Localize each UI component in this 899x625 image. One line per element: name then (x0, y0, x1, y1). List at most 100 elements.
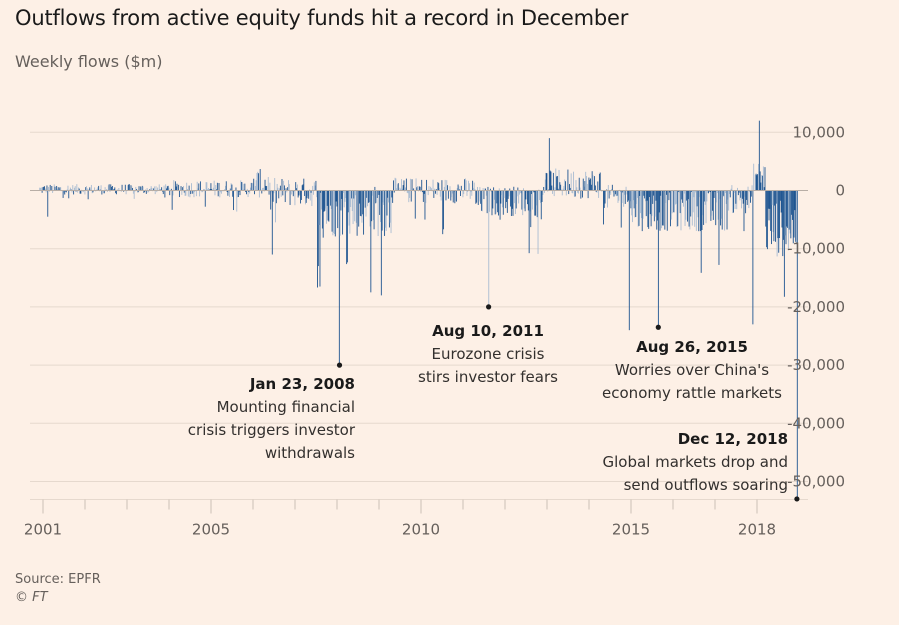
bar (609, 190, 611, 193)
bar (585, 171, 587, 191)
bar (101, 190, 103, 195)
bar (53, 184, 55, 191)
bar (423, 190, 425, 194)
bar (90, 184, 92, 191)
bar (796, 190, 797, 245)
bar (111, 185, 113, 191)
bar (624, 190, 626, 204)
bar (197, 188, 199, 191)
bar (385, 190, 387, 231)
bar (499, 190, 501, 220)
bar (521, 190, 523, 210)
bar (674, 190, 675, 213)
bar (285, 188, 287, 191)
bar (554, 187, 556, 191)
bar (321, 190, 323, 229)
bar (527, 190, 528, 205)
bar (377, 190, 379, 237)
bar (555, 168, 557, 191)
bar (218, 183, 220, 191)
bar (587, 190, 589, 199)
bar (691, 190, 693, 226)
bar (492, 190, 494, 209)
bar (170, 188, 172, 191)
bar (87, 190, 89, 200)
bar (453, 190, 455, 193)
bar (578, 177, 580, 191)
bar (341, 190, 343, 199)
bar (735, 190, 737, 204)
bar (313, 190, 314, 195)
bar (481, 190, 482, 211)
bar (489, 190, 491, 212)
bar (325, 190, 327, 224)
bar (208, 188, 209, 191)
bar (299, 190, 301, 195)
bar (722, 190, 724, 196)
bar (262, 187, 264, 191)
bar (252, 183, 254, 191)
bar (715, 190, 717, 226)
bar (307, 190, 309, 197)
bar (397, 184, 398, 191)
bar (291, 190, 293, 195)
bar (136, 190, 138, 193)
bar (97, 187, 99, 191)
bar (628, 190, 630, 331)
bar (456, 188, 458, 191)
bar (183, 190, 185, 193)
bar (128, 184, 129, 191)
bar (445, 190, 447, 201)
bar (781, 190, 783, 228)
bar (597, 181, 599, 191)
bar (729, 190, 730, 195)
bar (618, 190, 620, 201)
bar (640, 190, 642, 219)
bar (224, 189, 226, 191)
bar (151, 187, 153, 191)
bar (466, 190, 468, 196)
bar (678, 190, 680, 192)
bar (754, 174, 756, 191)
bar (590, 178, 591, 191)
bar (759, 171, 761, 191)
bar (162, 190, 164, 195)
bar (636, 190, 638, 205)
bar (718, 190, 720, 265)
bar (475, 190, 477, 204)
bar (351, 190, 353, 212)
source-text: Source: EPFR (15, 572, 101, 587)
bar (62, 190, 64, 198)
bar (387, 190, 389, 198)
bar (463, 190, 465, 195)
bar (64, 190, 66, 195)
bar (51, 185, 53, 191)
bar (427, 190, 429, 196)
bar (369, 190, 371, 227)
bar (345, 190, 347, 199)
bar (59, 187, 61, 191)
bar (530, 190, 532, 228)
bar (384, 190, 386, 228)
bar (620, 190, 622, 228)
y-tick-label: -20,000 (787, 298, 845, 316)
bar (565, 181, 566, 191)
bar (751, 185, 753, 191)
bar (646, 190, 648, 201)
bar (513, 186, 515, 191)
bar (644, 190, 646, 199)
bar (115, 190, 117, 195)
bar (194, 190, 196, 193)
bar (121, 184, 123, 191)
bar (54, 186, 56, 191)
bar (459, 189, 461, 191)
bar (76, 184, 78, 191)
bar (580, 190, 582, 199)
bar (166, 188, 167, 191)
bar (418, 186, 420, 191)
bar (333, 190, 335, 234)
bar (430, 188, 432, 191)
bar (584, 181, 586, 191)
annotation-dot (486, 304, 492, 310)
bar (411, 179, 413, 191)
